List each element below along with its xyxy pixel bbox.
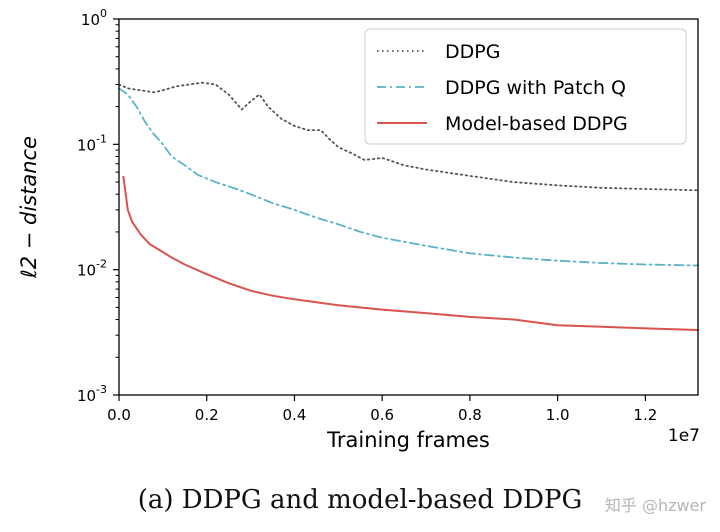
y-tick-base: 10 bbox=[81, 11, 100, 29]
x-tick-label: 1.0 bbox=[546, 406, 570, 424]
y-tick-label: 10-2 bbox=[77, 258, 107, 280]
x-tick-label: 0.2 bbox=[195, 406, 219, 424]
x-axis-label: Training frames bbox=[326, 428, 490, 452]
watermark: 知乎 @hzwer bbox=[604, 496, 706, 515]
y-tick-exponent: -3 bbox=[96, 383, 107, 396]
y-tick-label: 10-1 bbox=[77, 132, 107, 154]
y-tick-label: 10-3 bbox=[77, 383, 107, 405]
x-tick-label: 0.6 bbox=[370, 406, 394, 424]
plot-marks bbox=[118, 81, 699, 331]
y-tick-exponent: -1 bbox=[96, 132, 107, 145]
x-tick-label: 0.8 bbox=[458, 406, 482, 424]
legend: DDPG DDPG with Patch Q Model-based DDPG bbox=[364, 28, 687, 145]
y-tick-base: 10 bbox=[77, 136, 96, 154]
x-axis-ticks: 0.0 0.2 0.4 0.6 0.8 1.0 1.2 bbox=[107, 395, 657, 424]
y-axis-label: ℓ2 − distance bbox=[17, 136, 41, 279]
legend-label: DDPG bbox=[445, 41, 500, 63]
legend-label: DDPG with Patch Q bbox=[445, 77, 626, 99]
y-tick-base: 10 bbox=[77, 387, 96, 405]
x-tick-label: 0.4 bbox=[283, 406, 307, 424]
legend-box bbox=[364, 28, 687, 145]
series-line-1 bbox=[118, 87, 699, 267]
x-axis-scale-label: 1e7 bbox=[668, 426, 700, 446]
series-line-2 bbox=[122, 175, 699, 331]
x-tick-label: 1.2 bbox=[633, 406, 657, 424]
legend-label: Model-based DDPG bbox=[445, 113, 628, 135]
y-tick-exponent: -2 bbox=[96, 258, 107, 271]
plot-frame bbox=[118, 18, 699, 396]
series-line-0 bbox=[118, 81, 699, 192]
figure-caption: (a) DDPG and model-based DDPG bbox=[137, 485, 583, 515]
x-tick-label: 0.0 bbox=[107, 406, 131, 424]
y-tick-label: 100 bbox=[81, 7, 107, 29]
y-tick-exponent: 0 bbox=[100, 7, 107, 20]
y-tick-base: 10 bbox=[77, 262, 96, 280]
